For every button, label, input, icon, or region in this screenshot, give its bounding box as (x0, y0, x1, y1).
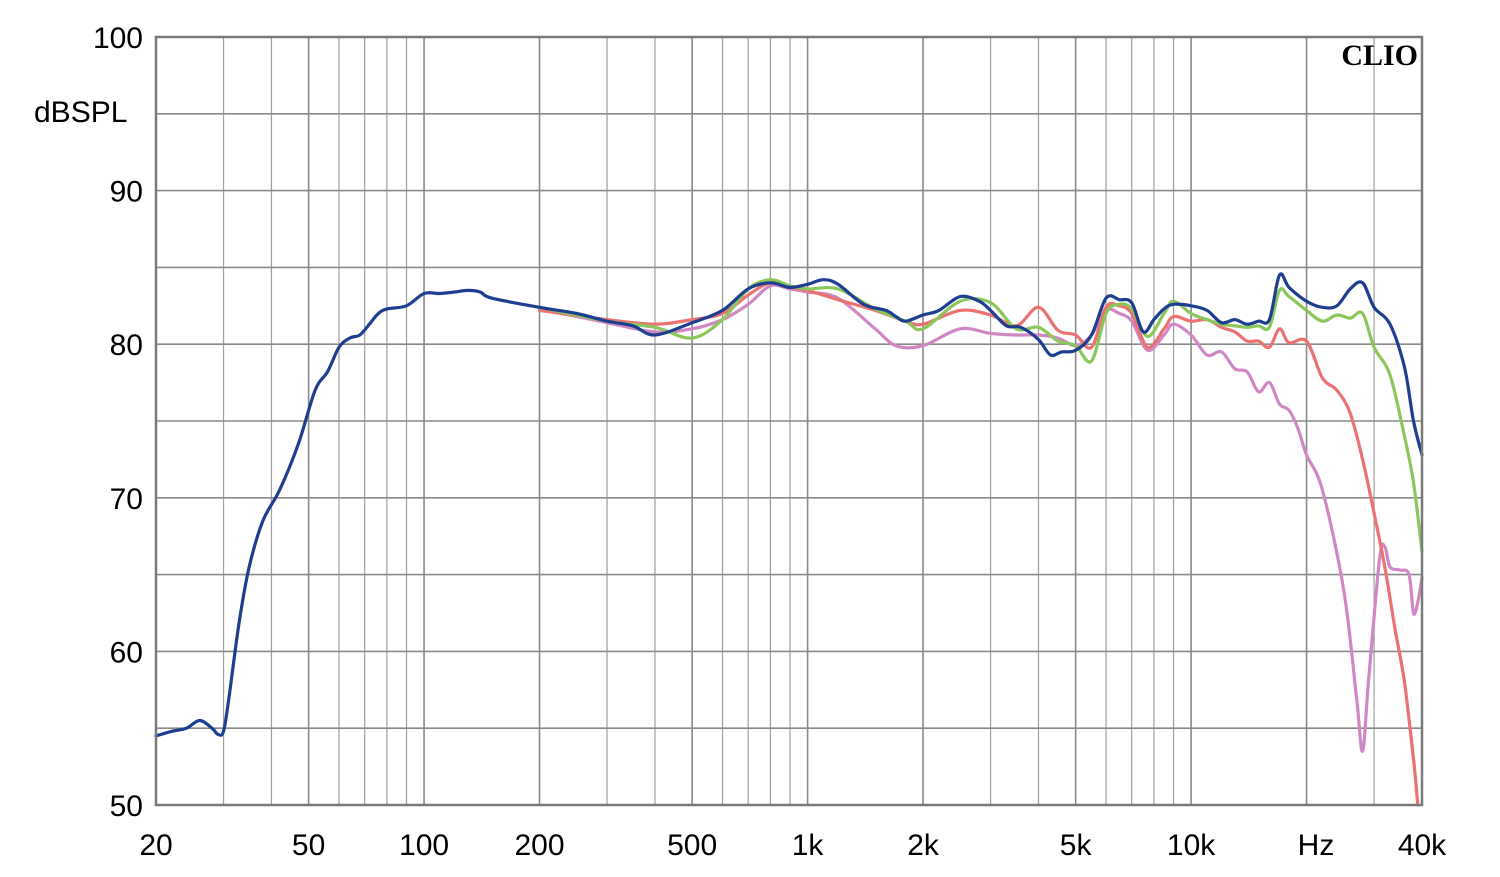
y-axis-label: dBSPL (34, 96, 127, 129)
x-tick-label: 50 (292, 829, 325, 862)
y-tick-label: 60 (110, 636, 143, 669)
series-layer (154, 272, 1424, 807)
plot-frame (154, 35, 1424, 807)
x-tick-label: 2k (907, 829, 940, 862)
x-axis-tick-labels: 20 50 100 200 500 1k 2k 5k 10k 40k (139, 829, 1447, 862)
x-tick-label: 5k (1060, 829, 1093, 862)
x-tick-label: 1k (792, 829, 825, 862)
y-tick-label: 80 (110, 329, 143, 362)
x-tick-label: 40k (1398, 829, 1447, 862)
x-tick-label: 500 (667, 829, 717, 862)
x-axis-label: Hz (1298, 829, 1335, 862)
clio-brand-label: CLIO (1341, 39, 1418, 72)
x-tick-label: 20 (139, 829, 172, 862)
y-tick-label: 100 (93, 22, 143, 55)
y-axis-tick-labels: 50 60 70 80 90 100 (93, 22, 143, 823)
x-tick-label: 10k (1167, 829, 1216, 862)
x-tick-label: 100 (399, 829, 449, 862)
y-tick-label: 50 (110, 790, 143, 823)
series-line-4 (154, 272, 1424, 738)
grid (156, 37, 1422, 805)
y-tick-label: 90 (110, 176, 143, 209)
x-tick-label: 200 (514, 829, 564, 862)
y-tick-label: 70 (110, 483, 143, 516)
